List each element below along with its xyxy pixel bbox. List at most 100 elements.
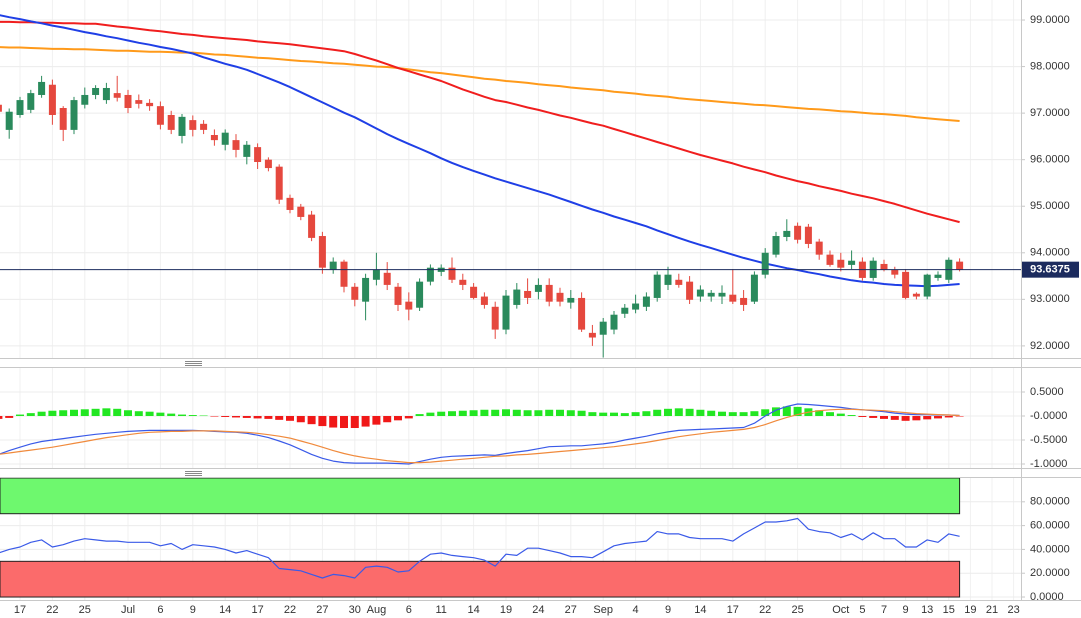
- histogram-bar: [491, 409, 500, 417]
- x-tick-label: Oct: [832, 604, 849, 616]
- x-tick-label: 24: [532, 604, 544, 616]
- candle-body: [826, 254, 834, 265]
- candle-body: [610, 314, 618, 330]
- candle-body: [286, 197, 294, 210]
- candle-body: [210, 135, 218, 141]
- candle-body: [113, 93, 121, 98]
- histogram-bar: [91, 408, 100, 417]
- x-tick-label: 25: [79, 604, 91, 616]
- histogram-bar: [307, 416, 316, 425]
- candle-body: [848, 260, 856, 265]
- histogram-bar: [782, 406, 791, 417]
- histogram-bar: [912, 416, 921, 421]
- candle-body: [448, 267, 456, 280]
- histogram-bar: [739, 412, 748, 417]
- candle-body: [426, 267, 434, 282]
- histogram-bar: [653, 409, 662, 417]
- candle-body: [707, 292, 715, 297]
- y-tick-label: 99.0000: [1030, 14, 1070, 26]
- x-tick-label: 22: [46, 604, 58, 616]
- histogram-bar: [437, 411, 446, 417]
- histogram-bar: [685, 408, 694, 417]
- histogram-bar: [404, 416, 413, 419]
- x-tick-label: 9: [903, 604, 909, 616]
- histogram-bar: [296, 416, 305, 423]
- candle-body: [70, 100, 78, 130]
- x-tick-label: 13: [921, 604, 933, 616]
- histogram-bar: [37, 411, 46, 417]
- histogram-bar: [70, 409, 78, 417]
- histogram-bar: [588, 412, 597, 417]
- zone-band: [0, 478, 961, 515]
- last-price-label: 93.6375: [1030, 264, 1070, 276]
- histogram-bar: [458, 410, 467, 417]
- resize-handle[interactable]: [185, 471, 202, 476]
- histogram-bar: [372, 416, 381, 425]
- candle-body: [815, 241, 823, 255]
- histogram-bar: [188, 415, 197, 417]
- candle-body: [394, 286, 402, 305]
- resize-handle[interactable]: [185, 361, 202, 366]
- histogram-bar: [134, 411, 143, 417]
- y-tick-label: 95.0000: [1030, 200, 1070, 212]
- zone-band: [0, 560, 961, 598]
- x-tick-label: 30: [349, 604, 361, 616]
- x-tick-label: 15: [943, 604, 955, 616]
- histogram-bar: [718, 411, 726, 417]
- candle-body: [189, 120, 197, 130]
- candle-body: [470, 286, 478, 298]
- candle-body: [135, 100, 143, 104]
- histogram-bar: [145, 411, 154, 417]
- y-tick-label: 20.0000: [1030, 567, 1070, 579]
- histogram-bar: [210, 416, 219, 417]
- y-tick-label: 96.0000: [1030, 154, 1070, 166]
- histogram-bar: [512, 409, 521, 417]
- histogram-bar: [469, 410, 478, 417]
- candle-body: [556, 292, 564, 302]
- histogram-bar: [448, 411, 456, 417]
- histogram-bar: [826, 412, 834, 417]
- histogram-bar: [0, 416, 3, 419]
- x-tick-label: Jul: [121, 604, 135, 616]
- y-tick-label: 0.0000: [1030, 591, 1064, 603]
- histogram-bar: [16, 414, 24, 417]
- candle-body: [0, 104, 2, 112]
- candle-body: [383, 272, 391, 285]
- candle-body: [772, 236, 780, 255]
- candle-body: [81, 94, 89, 105]
- histogram-bar: [869, 416, 878, 418]
- candle-body: [318, 236, 326, 268]
- candle-body: [956, 261, 964, 270]
- histogram-bar: [620, 413, 629, 417]
- histogram-bar: [350, 416, 359, 429]
- x-tick-label: 22: [284, 604, 296, 616]
- histogram-bar: [815, 410, 824, 417]
- x-tick-label: 27: [565, 604, 577, 616]
- candle-body: [416, 281, 424, 308]
- candle-body: [48, 84, 56, 115]
- histogram-bar: [901, 416, 910, 421]
- x-tick-label: Aug: [367, 604, 387, 616]
- x-tick-label: 7: [881, 604, 887, 616]
- x-tick-label: 6: [157, 604, 163, 616]
- histogram-bar: [394, 416, 402, 421]
- x-tick-label: 19: [500, 604, 512, 616]
- candle-body: [340, 261, 348, 287]
- histogram-bar: [793, 406, 802, 417]
- x-tick-label: 25: [791, 604, 803, 616]
- candle-body: [38, 81, 46, 95]
- candle-body: [761, 252, 769, 275]
- y-tick-label: 98.0000: [1030, 60, 1070, 72]
- candle-body: [351, 286, 359, 300]
- x-tick-label: Sep: [593, 604, 613, 616]
- x-tick-label: 14: [467, 604, 479, 616]
- candle-body: [686, 281, 694, 300]
- candle-body: [783, 230, 791, 237]
- histogram-bar: [772, 407, 780, 417]
- candle-body: [491, 306, 499, 330]
- line: [0, 517, 960, 579]
- histogram-bar: [221, 416, 230, 417]
- histogram-bar: [761, 409, 770, 417]
